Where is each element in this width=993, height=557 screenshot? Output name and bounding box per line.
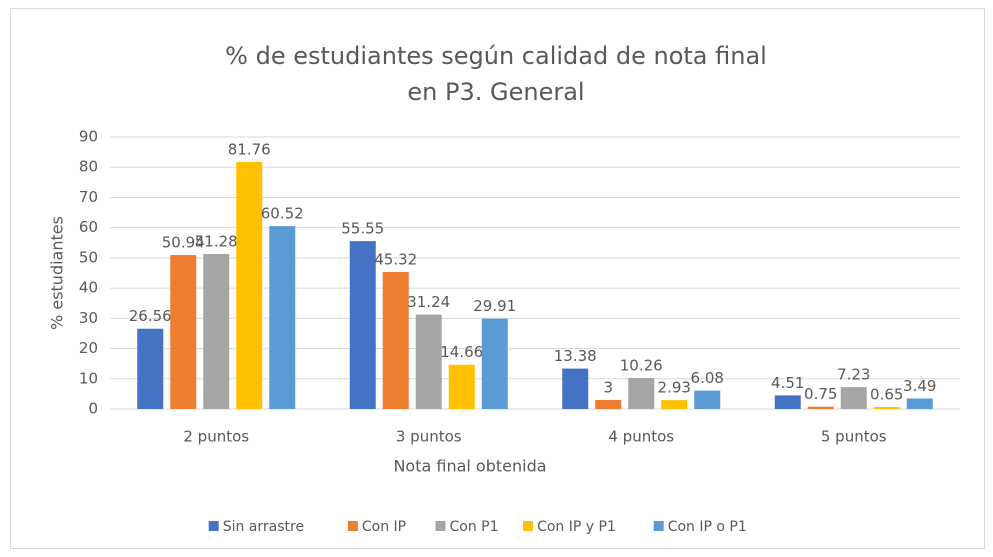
data-label: 4.51 <box>771 374 804 392</box>
y-tick-label: 50 <box>79 248 98 266</box>
data-label: 7.23 <box>837 366 870 384</box>
data-label: 60.52 <box>261 205 304 223</box>
y-tick-label: 80 <box>79 158 98 176</box>
bar <box>840 387 867 409</box>
data-label: 10.26 <box>620 356 663 374</box>
data-label: 13.38 <box>554 347 597 365</box>
data-label: 29.91 <box>473 297 516 315</box>
data-label: 0.75 <box>804 385 837 403</box>
bar <box>906 398 933 409</box>
x-axis-title: Nota final obtenida <box>393 457 546 476</box>
bar <box>562 368 589 409</box>
legend-swatch <box>347 521 358 531</box>
legend-swatch <box>208 521 219 531</box>
data-label: 3 <box>603 378 613 396</box>
y-tick-label: 10 <box>79 369 98 387</box>
data-label: 2.93 <box>658 379 691 397</box>
data-label: 51.28 <box>195 233 238 251</box>
data-label: 6.08 <box>691 369 724 387</box>
data-label: 45.32 <box>374 251 417 269</box>
data-label: 3.49 <box>903 377 936 395</box>
legend-label: Con IP y P1 <box>537 519 616 535</box>
y-tick-label: 0 <box>88 400 98 418</box>
bar <box>481 318 508 409</box>
bar <box>448 364 475 409</box>
x-tick-label: 2 puntos <box>183 428 249 446</box>
legend-swatch <box>435 521 446 531</box>
legend-label: Sin arrastre <box>223 519 304 535</box>
bar <box>628 377 655 409</box>
bar <box>137 328 164 409</box>
bar <box>349 241 376 409</box>
y-tick-label: 60 <box>79 218 98 236</box>
bar <box>873 407 900 409</box>
y-tick-label: 20 <box>79 339 98 357</box>
legend-swatch <box>653 521 664 531</box>
x-tick-label: 4 puntos <box>608 428 674 446</box>
y-tick-label: 90 <box>79 128 98 146</box>
data-label: 81.76 <box>228 140 271 158</box>
bar <box>595 399 622 409</box>
y-tick-label: 70 <box>79 188 98 206</box>
legend-label: Con IP <box>362 519 406 535</box>
data-label: 55.55 <box>341 220 384 238</box>
bar <box>694 390 721 409</box>
y-tick-label: 40 <box>79 279 98 297</box>
bar <box>774 395 801 409</box>
bar <box>236 161 263 409</box>
bar <box>203 254 230 409</box>
bar <box>415 314 442 409</box>
data-label: 14.66 <box>440 343 483 361</box>
chart-title: % de estudiantes según calidad de nota f… <box>225 42 767 106</box>
bar <box>269 226 296 409</box>
x-tick-label: 5 puntos <box>821 428 887 446</box>
legend-label: Con IP o P1 <box>668 519 747 535</box>
y-axis-title: % estudiantes <box>48 216 67 330</box>
legend-label: Con P1 <box>450 519 499 535</box>
x-tick-label: 3 puntos <box>396 428 462 446</box>
data-label: 50.94 <box>162 234 205 252</box>
y-tick-label: 30 <box>79 309 98 327</box>
bar <box>661 400 688 409</box>
data-label: 31.24 <box>407 293 450 311</box>
bar <box>170 255 197 409</box>
bar <box>382 272 409 409</box>
bar <box>807 406 834 409</box>
legend-swatch <box>523 521 534 531</box>
data-label: 26.56 <box>129 307 172 325</box>
data-label: 0.65 <box>870 386 903 404</box>
